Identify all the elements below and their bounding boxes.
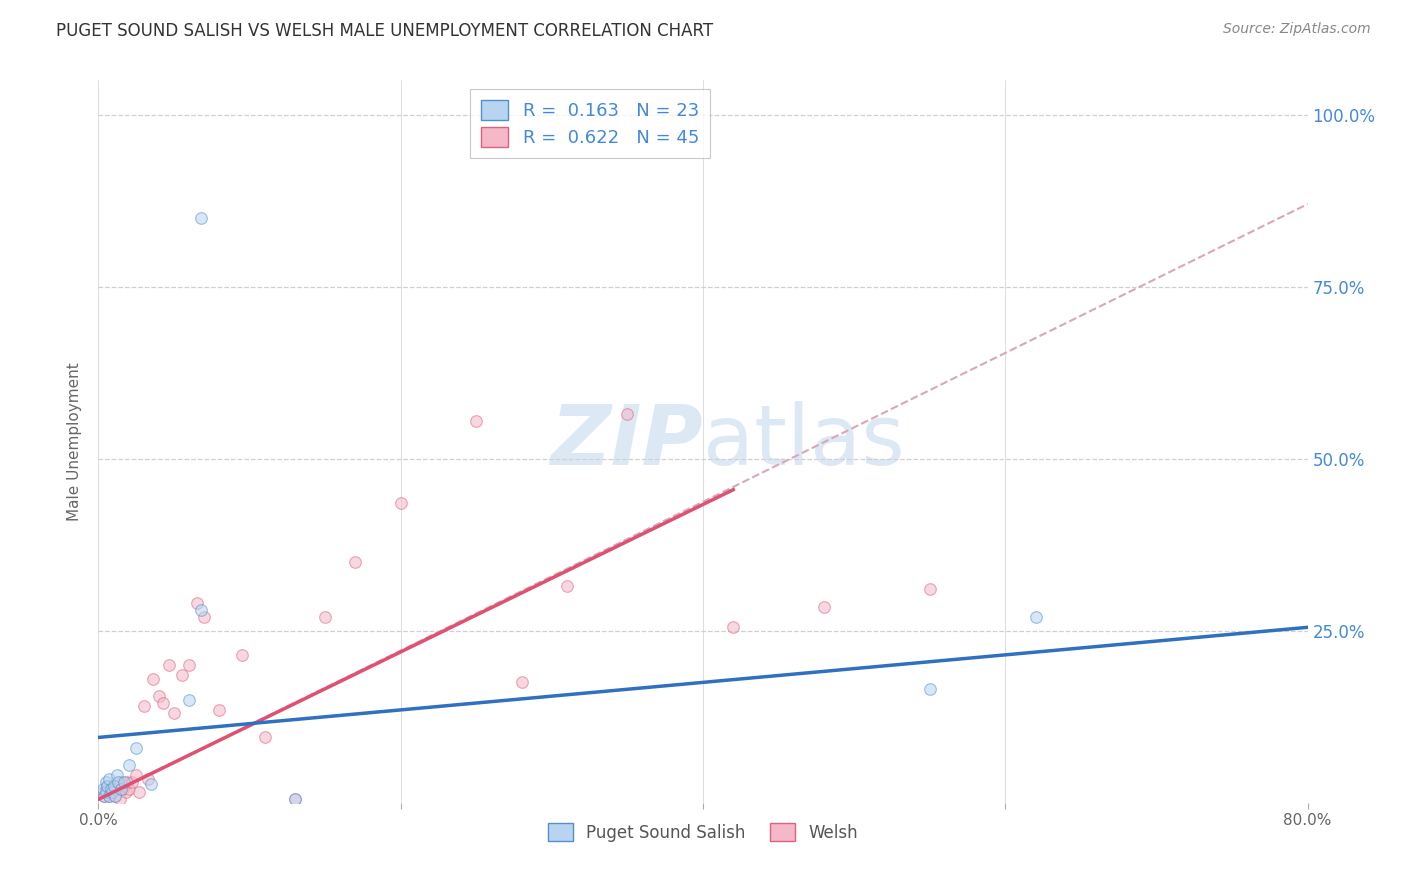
Point	[118, 758, 141, 772]
Point	[111, 782, 134, 797]
Point	[284, 792, 307, 806]
Point	[190, 211, 212, 225]
Point	[193, 610, 215, 624]
Point	[94, 775, 117, 789]
Point	[142, 672, 165, 686]
Point	[108, 792, 131, 806]
Point	[314, 610, 336, 624]
Point	[179, 692, 201, 706]
Point	[105, 768, 128, 782]
Point	[152, 696, 174, 710]
Point	[115, 775, 138, 789]
Point	[918, 682, 941, 697]
Text: ZIP: ZIP	[550, 401, 703, 482]
Point	[98, 789, 121, 803]
Point	[104, 789, 127, 803]
Point	[159, 658, 181, 673]
Point	[101, 782, 124, 797]
Point	[94, 785, 117, 799]
Point	[253, 731, 276, 745]
Legend: Puget Sound Salish, Welsh: Puget Sound Salish, Welsh	[541, 817, 865, 848]
Point	[121, 775, 143, 789]
Point	[616, 407, 638, 421]
Point	[103, 779, 125, 793]
Point	[190, 603, 212, 617]
Point	[91, 782, 114, 797]
Point	[112, 779, 135, 793]
Point	[186, 596, 208, 610]
Point	[918, 582, 941, 597]
Text: Source: ZipAtlas.com: Source: ZipAtlas.com	[1223, 22, 1371, 37]
Point	[163, 706, 186, 721]
Point	[93, 789, 115, 803]
Point	[107, 775, 129, 789]
Point	[110, 782, 132, 797]
Point	[93, 789, 115, 803]
Text: PUGET SOUND SALISH VS WELSH MALE UNEMPLOYMENT CORRELATION CHART: PUGET SOUND SALISH VS WELSH MALE UNEMPLO…	[56, 22, 713, 40]
Y-axis label: Male Unemployment: Male Unemployment	[67, 362, 83, 521]
Point	[132, 699, 155, 714]
Point	[103, 779, 125, 793]
Point	[96, 779, 118, 793]
Point	[231, 648, 253, 662]
Point	[105, 782, 128, 797]
Point	[510, 675, 533, 690]
Text: atlas: atlas	[703, 401, 904, 482]
Point	[96, 779, 118, 793]
Point	[284, 792, 307, 806]
Point	[125, 740, 148, 755]
Point	[136, 772, 159, 786]
Point	[179, 658, 201, 673]
Point	[104, 789, 127, 803]
Point	[100, 782, 122, 797]
Point	[98, 772, 121, 786]
Point	[723, 620, 745, 634]
Point	[112, 775, 135, 789]
Point	[91, 785, 114, 799]
Point	[100, 785, 122, 799]
Point	[208, 703, 231, 717]
Point	[98, 789, 121, 803]
Point	[101, 785, 124, 799]
Point	[1024, 610, 1046, 624]
Point	[389, 496, 412, 510]
Point	[465, 414, 488, 428]
Point	[141, 776, 163, 790]
Point	[110, 775, 132, 789]
Point	[125, 768, 148, 782]
Point	[555, 579, 578, 593]
Point	[118, 782, 141, 797]
Point	[114, 785, 136, 799]
Point	[170, 668, 193, 682]
Point	[148, 689, 170, 703]
Point	[344, 555, 367, 569]
Point	[813, 599, 835, 614]
Point	[94, 782, 117, 797]
Point	[128, 785, 150, 799]
